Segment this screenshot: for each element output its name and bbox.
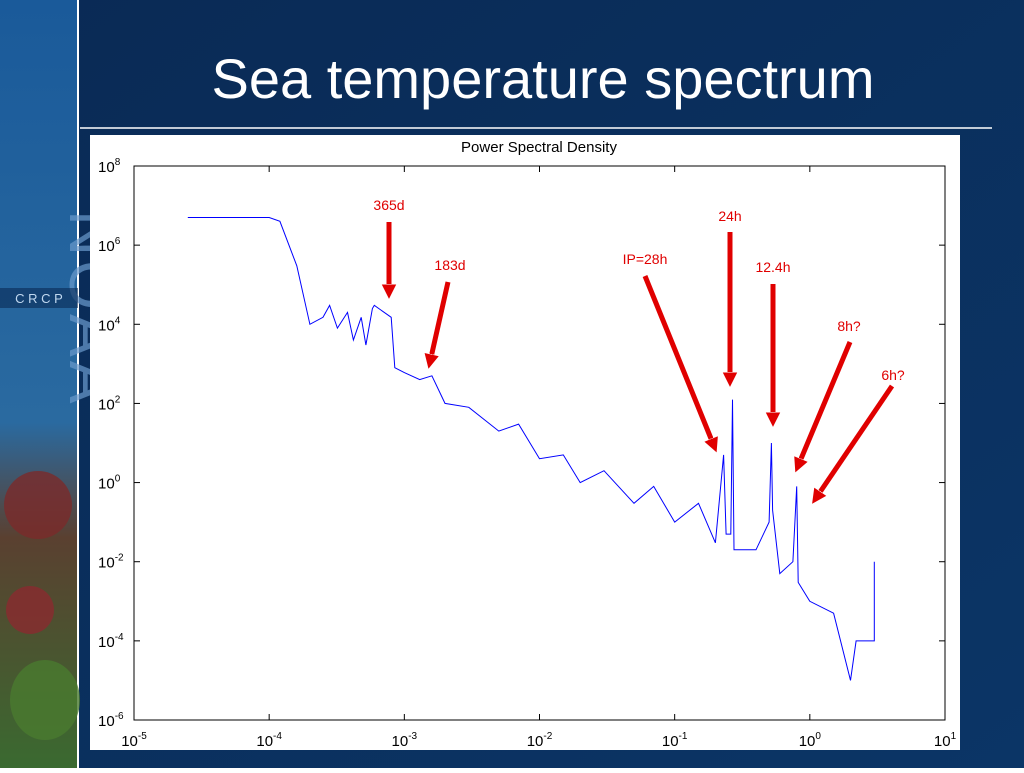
tick-base: 10 xyxy=(799,733,816,750)
tick-base: 10 xyxy=(98,634,115,651)
tick-label: 101 xyxy=(934,731,957,750)
tick-label: 102 xyxy=(98,394,121,413)
annotation-arrow xyxy=(430,281,451,362)
tick-label: 10-4 xyxy=(98,632,124,651)
tick-label: 106 xyxy=(98,236,121,255)
tick-exponent: -4 xyxy=(273,731,282,742)
tick-label: 104 xyxy=(98,315,121,334)
tick-base: 10 xyxy=(98,159,115,176)
tick-base: 10 xyxy=(98,713,115,730)
tick-exponent: -3 xyxy=(408,731,417,742)
annotation-label: 365d xyxy=(373,197,404,213)
tick-label: 100 xyxy=(98,474,121,493)
tick-exponent: 6 xyxy=(115,236,121,247)
annotation-arrow xyxy=(816,384,895,498)
tick-label: 10-2 xyxy=(98,553,124,572)
coral-image xyxy=(4,471,72,539)
tick-base: 10 xyxy=(121,733,138,750)
logo-subtext: C R C P xyxy=(15,291,63,306)
chart-panel xyxy=(90,135,960,750)
annotation-label: 183d xyxy=(434,257,465,273)
tick-base: 10 xyxy=(98,238,115,255)
coral-image xyxy=(10,660,80,740)
tick-exponent: 2 xyxy=(115,394,121,405)
tick-base: 10 xyxy=(256,733,273,750)
tick-label: 10-5 xyxy=(121,731,147,750)
coral-image xyxy=(6,586,54,634)
tick-exponent: 0 xyxy=(815,731,821,742)
tick-base: 10 xyxy=(662,733,679,750)
tick-exponent: 8 xyxy=(115,157,121,168)
tick-label: 108 xyxy=(98,157,121,176)
tick-label: 10-2 xyxy=(527,731,553,750)
tick-base: 10 xyxy=(98,396,115,413)
tick-label: 10-3 xyxy=(392,731,418,750)
annotation-label: IP=28h xyxy=(623,251,668,267)
annotation-label: 8h? xyxy=(837,318,861,334)
annotation-arrow xyxy=(798,341,853,466)
tick-base: 10 xyxy=(392,733,409,750)
tick-label: 10-1 xyxy=(662,731,688,750)
tick-base: 10 xyxy=(934,733,951,750)
tick-base: 10 xyxy=(98,317,115,334)
annotation-label: 24h xyxy=(718,208,741,224)
tick-exponent: -5 xyxy=(138,731,147,742)
tick-exponent: 1 xyxy=(951,731,957,742)
annotation-label: 6h? xyxy=(881,367,905,383)
tick-exponent: -6 xyxy=(115,711,124,722)
annotation-arrow xyxy=(642,275,714,446)
spectrum-line xyxy=(187,217,875,681)
logo-band xyxy=(0,288,78,308)
logo-strip xyxy=(0,0,78,768)
tick-exponent: 4 xyxy=(115,315,121,326)
tick-exponent: -1 xyxy=(679,731,688,742)
tick-label: 10-4 xyxy=(256,731,282,750)
tick-base: 10 xyxy=(98,555,115,572)
tick-exponent: -2 xyxy=(115,553,124,564)
annotation-label: 12.4h xyxy=(755,259,790,275)
tick-exponent: -4 xyxy=(115,632,124,643)
chart-title: Power Spectral Density xyxy=(461,139,617,156)
tick-exponent: 0 xyxy=(115,474,121,485)
tick-label: 10-6 xyxy=(98,711,124,730)
plot: 10-5 10-4 10-3 10-2 10-1 100 10110-610-410-210… xyxy=(98,157,957,750)
slide-title: Sea temperature spectrum xyxy=(212,47,875,110)
tick-base: 10 xyxy=(98,476,115,493)
tick-base: 10 xyxy=(527,733,544,750)
tick-label: 100 xyxy=(799,731,822,750)
tick-exponent: -2 xyxy=(543,731,552,742)
